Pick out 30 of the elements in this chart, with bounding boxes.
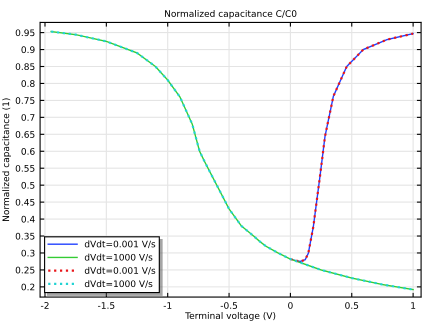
y-tick-label: 0.5 — [21, 182, 34, 189]
y-tick-label: 0.8 — [21, 80, 35, 88]
y-tick-label: 0.7 — [21, 114, 34, 121]
x-axis-title: Terminal voltage (V) — [185, 312, 276, 321]
legend-label: dVdt=0.001 V/s — [84, 266, 156, 275]
chart-title: Normalized capacitance C/C0 — [165, 10, 296, 19]
x-tick-label: -2 — [40, 302, 49, 309]
legend-label: dVdt=1000 V/s — [84, 254, 152, 262]
y-tick-label: 0.35 — [16, 232, 34, 240]
y-tick-label: 0.65 — [16, 131, 34, 138]
y-tick-label: 0.75 — [16, 97, 34, 104]
y-tick-label: 0.4 — [21, 216, 35, 223]
legend-label: dVdt=0.001 V/s — [84, 240, 156, 248]
x-tick-label: 0.5 — [345, 302, 358, 309]
y-axis-title: Normalized capacitance (1) — [2, 98, 11, 221]
legend-label: dVdt=1000 V/s — [84, 280, 152, 288]
y-tick-label: 0.55 — [16, 164, 34, 172]
x-tick-label: 0 — [288, 302, 293, 309]
x-tick-label: -1 — [164, 302, 172, 309]
y-tick-label: 0.9 — [21, 46, 35, 54]
y-tick-label: 0.6 — [21, 148, 35, 155]
x-tick-label: -0.5 — [220, 302, 238, 309]
y-tick-label: 0.3 — [21, 250, 34, 257]
y-tick-label: 0.45 — [16, 198, 34, 206]
x-tick-label: -1.5 — [98, 302, 114, 309]
x-tick-label: 1 — [411, 302, 416, 309]
y-tick-label: 0.95 — [16, 29, 34, 36]
y-tick-label: 0.25 — [16, 266, 34, 274]
y-tick-label: 0.2 — [21, 284, 34, 290]
y-tick-label: 0.85 — [16, 63, 34, 70]
